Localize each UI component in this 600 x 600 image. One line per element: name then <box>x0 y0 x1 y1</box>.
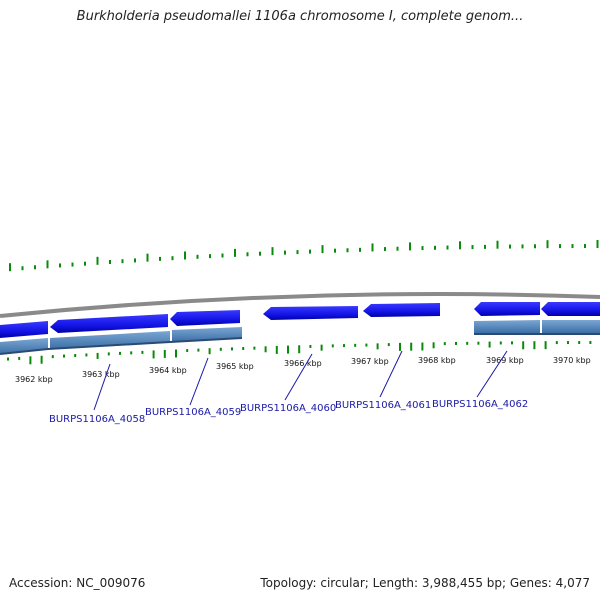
gene-label-4062[interactable]: BURPS1106A_4062 <box>432 399 528 410</box>
gene-label-4060[interactable]: BURPS1106A_4060 <box>240 403 336 414</box>
gene-arrow[interactable] <box>474 302 540 316</box>
gc-skew-upper <box>9 240 599 272</box>
tick-label: 3966 kbp <box>284 359 322 368</box>
genome-summary-text: Topology: circular; Length: 3,988,455 bp… <box>260 576 590 590</box>
tick-label: 3962 kbp <box>15 375 53 384</box>
gene-arrows <box>0 302 600 338</box>
tick-label: 3968 kbp <box>418 356 456 365</box>
gene-arrow[interactable] <box>363 303 440 317</box>
gene-label-4059[interactable]: BURPS1106A_4059 <box>145 407 241 418</box>
tick-label: 3967 kbp <box>351 357 389 366</box>
gene-labels: BURPS1106A_4058 BURPS1106A_4059 BURPS110… <box>49 399 528 425</box>
tick-label: 3964 kbp <box>149 366 187 375</box>
tick-label: 3970 kbp <box>553 356 591 365</box>
gene-arrow[interactable] <box>263 306 358 320</box>
gene-leaders <box>93 350 508 411</box>
gene-label-4058[interactable]: BURPS1106A_4058 <box>49 414 145 425</box>
genome-backbone <box>0 292 600 318</box>
gc-skew-lower <box>7 341 592 365</box>
tick-label: 3965 kbp <box>216 362 254 371</box>
gene-arrow[interactable] <box>170 310 240 326</box>
scale-ticks: 3962 kbp 3963 kbp 3964 kbp 3965 kbp 3966… <box>15 356 591 384</box>
gene-arrow[interactable] <box>0 321 48 338</box>
gene-arrow[interactable] <box>50 314 168 333</box>
tick-label: 3969 kbp <box>486 356 524 365</box>
gene-arrow[interactable] <box>541 302 600 316</box>
gene-label-4061[interactable]: BURPS1106A_4061 <box>335 400 431 411</box>
feature-track-lower <box>0 320 600 355</box>
map-title: Burkholderia pseudomallei 1106a chromoso… <box>76 9 524 24</box>
tick-label: 3963 kbp <box>82 370 120 379</box>
accession-text: Accession: NC_009076 <box>9 576 146 590</box>
